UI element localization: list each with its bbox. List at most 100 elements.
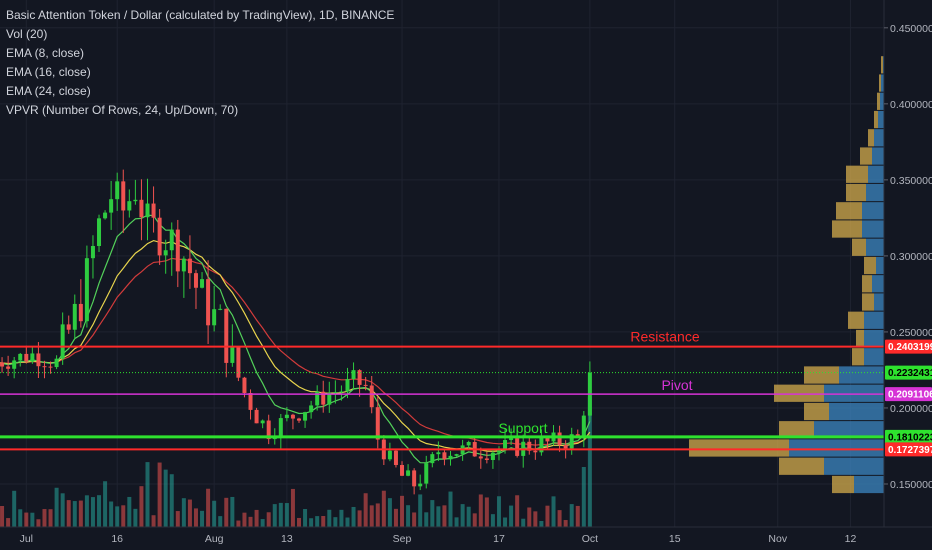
volume-bar: [315, 516, 320, 527]
price-tag: 0.22324319: [885, 365, 932, 380]
volume-bar: [12, 490, 17, 527]
candle-body: [581, 415, 586, 437]
x-tick-label: Oct: [582, 533, 598, 545]
volume-bar: [224, 497, 229, 527]
vpvr-down-bar: [864, 256, 876, 275]
candle-body: [539, 437, 544, 453]
volume-bar: [133, 508, 138, 527]
volume-bar: [363, 493, 368, 527]
candle-body: [569, 434, 574, 449]
volume-bar: [309, 518, 314, 527]
volume-bar: [157, 462, 162, 527]
y-tick-label: 0.45000000: [890, 23, 932, 35]
volume-bar: [218, 516, 223, 527]
volume-bar: [496, 496, 501, 527]
vpvr-down-bar: [852, 238, 866, 256]
y-tick-label: 0.15000000: [890, 479, 932, 491]
candle-body: [327, 392, 332, 405]
volume-bar: [115, 506, 120, 527]
price-tag: 0.24031997: [885, 339, 932, 354]
candle-body: [242, 377, 247, 393]
candle-body: [387, 450, 392, 460]
volume-bar: [187, 499, 192, 527]
candle-body: [0, 362, 5, 367]
candle-body: [333, 392, 338, 394]
volume-bar: [424, 512, 429, 527]
vpvr-up-bar: [881, 74, 884, 92]
x-tick-label: 13: [281, 533, 293, 545]
x-tick-label: Sep: [393, 533, 412, 545]
vpvr-up-bar: [880, 92, 884, 110]
volume-bar: [242, 512, 247, 527]
price-tag-label: 0.24031997: [888, 342, 932, 353]
volume-bar: [260, 519, 265, 527]
volume-bar: [393, 508, 398, 527]
candle-body: [563, 444, 568, 449]
candle-body: [406, 470, 411, 476]
candle-body: [363, 384, 368, 386]
price-tag-label: 0.18102230: [888, 432, 932, 443]
volume-bar: [448, 491, 453, 527]
vpvr-up-bar: [824, 384, 884, 402]
candle-body: [169, 229, 174, 251]
legend-vpvr[interactable]: VPVR (Number Of Rows, 24, Up/Down, 70): [6, 103, 239, 117]
candle-body: [527, 441, 532, 451]
volume-bar: [478, 494, 483, 527]
vpvr-down-bar: [879, 74, 881, 92]
price-levels: [0, 345, 884, 451]
x-tick-label: 16: [111, 533, 123, 545]
y-tick-label: 0.30000000: [890, 251, 932, 263]
volume-bar: [466, 506, 471, 527]
y-tick-label: 0.40000000: [890, 99, 932, 111]
volume-bar: [357, 510, 362, 527]
volume-bar: [169, 474, 174, 527]
price-tag: 0.20911067: [885, 387, 932, 402]
price-tag-label: 0.20911067: [888, 390, 932, 401]
price-tag-bg: [885, 365, 932, 380]
legend-ema-8[interactable]: EMA (8, close): [6, 46, 85, 60]
volume-bar: [278, 502, 283, 527]
volume-bar: [387, 498, 392, 527]
candle-body: [503, 440, 508, 449]
volume-bar: [200, 510, 205, 527]
candle-body: [466, 442, 471, 446]
vpvr-up-bar: [864, 311, 884, 329]
vpvr-histogram: [689, 56, 884, 494]
volume-bar: [345, 517, 350, 527]
volume-bar: [484, 497, 489, 527]
vpvr-down-bar: [836, 202, 862, 220]
candle-body: [484, 458, 489, 460]
volume-bar: [151, 515, 156, 527]
legend-ema-24[interactable]: EMA (24, close): [6, 84, 91, 98]
vpvr-up-bar: [814, 421, 884, 439]
legend-volume[interactable]: Vol (20): [6, 27, 48, 41]
candle-body: [400, 465, 405, 476]
candle-body: [133, 199, 138, 202]
vpvr-up-bar: [824, 457, 884, 475]
volume-bar: [351, 506, 356, 527]
volume-bar: [230, 496, 235, 527]
vpvr-up-bar: [864, 348, 884, 366]
candle-body: [533, 450, 538, 453]
vpvr-down-bar: [881, 56, 883, 74]
legend-ema-16[interactable]: EMA (16, close): [6, 65, 91, 79]
candle-body: [496, 448, 501, 453]
candle-body: [303, 412, 308, 421]
candle-body: [412, 470, 417, 487]
price-tag-label: 0.22324319: [888, 368, 932, 379]
vpvr-up-bar: [868, 165, 884, 183]
vpvr-down-bar: [877, 92, 880, 110]
chart-title[interactable]: Basic Attention Token / Dollar (calculat…: [6, 8, 395, 22]
candle-body: [30, 353, 35, 362]
volume-bar: [321, 515, 326, 527]
candle-body: [90, 246, 95, 259]
candle-body: [339, 391, 344, 393]
price-tag-bg: [885, 339, 932, 354]
volume-bar: [375, 503, 380, 527]
volume-bar: [472, 513, 477, 527]
candle-body: [284, 414, 289, 419]
volume-bar: [545, 505, 550, 527]
volume-bar: [563, 520, 568, 527]
